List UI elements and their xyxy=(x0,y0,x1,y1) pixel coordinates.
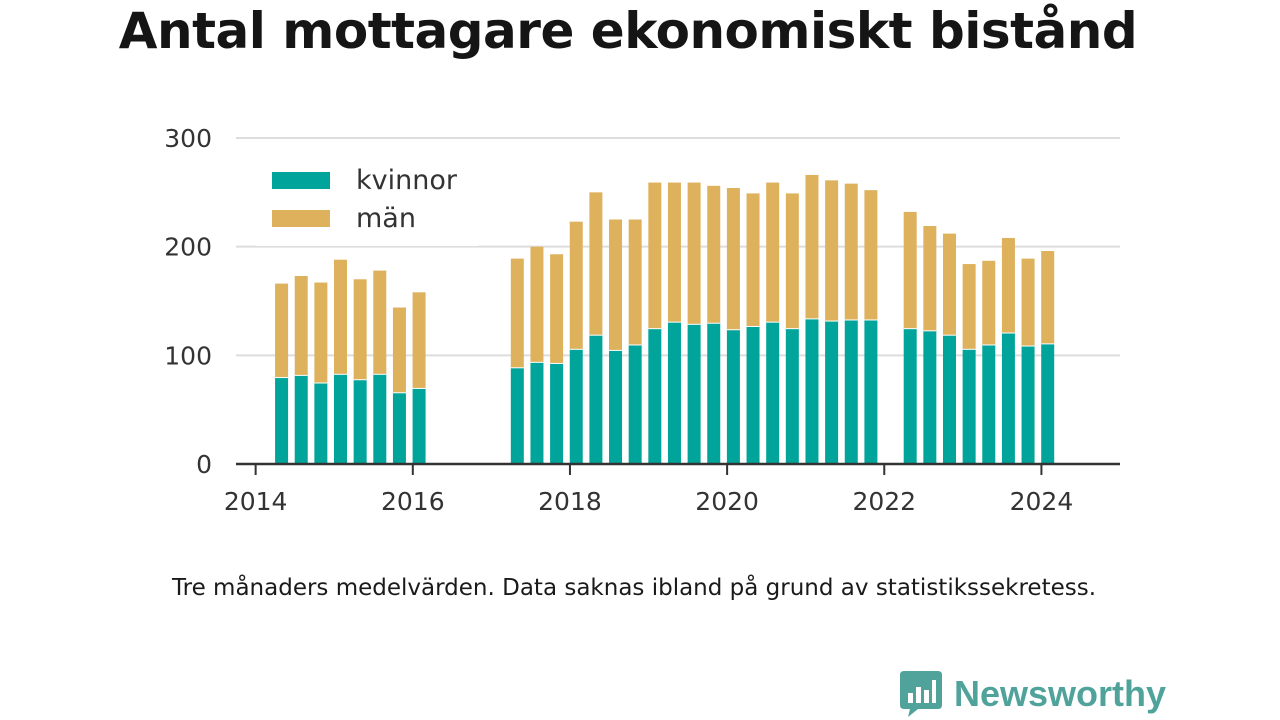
bar-kvinnor xyxy=(609,349,623,464)
bar-kvinnor xyxy=(923,330,937,464)
bar-kvinnor xyxy=(962,348,976,464)
bar-man xyxy=(392,307,406,393)
bar-kvinnor xyxy=(864,319,878,464)
bar-man xyxy=(628,219,642,345)
chart-title: Antal mottagare ekonomiskt bistånd xyxy=(118,2,1138,60)
bar-segment-separator xyxy=(589,333,603,336)
bar-man xyxy=(667,182,681,322)
x-tick-label: 2018 xyxy=(538,487,602,516)
bar-kvinnor xyxy=(314,382,328,464)
bar-man xyxy=(982,260,996,345)
bar-man xyxy=(766,182,780,322)
y-tick-label: 200 xyxy=(164,233,212,262)
bar-man xyxy=(609,219,623,350)
bar-man xyxy=(510,258,524,368)
bar-kvinnor xyxy=(550,362,564,464)
bar-kvinnor xyxy=(982,344,996,464)
bar-kvinnor xyxy=(903,328,917,464)
bar-kvinnor xyxy=(687,323,701,464)
bar-man xyxy=(942,233,956,335)
bar-kvinnor xyxy=(392,392,406,464)
x-tick-label: 2020 xyxy=(695,487,759,516)
bar-kvinnor xyxy=(825,320,839,464)
x-tick-label: 2014 xyxy=(224,487,288,516)
bar-man xyxy=(648,182,662,329)
bar-kvinnor xyxy=(766,321,780,464)
bar-kvinnor xyxy=(667,321,681,464)
bar-man xyxy=(412,292,426,388)
x-tick-label: 2022 xyxy=(852,487,916,516)
newsworthy-logo-icon xyxy=(900,671,942,717)
bar-man xyxy=(707,185,721,323)
bar-man xyxy=(334,259,348,374)
bar-kvinnor xyxy=(294,374,308,464)
bar-man xyxy=(1001,237,1015,333)
bar-kvinnor xyxy=(530,361,544,464)
bar-man xyxy=(353,279,367,380)
bar-man xyxy=(569,221,583,349)
bar-man xyxy=(687,182,701,324)
y-tick-label: 300 xyxy=(164,124,212,153)
brand-name: Newsworthy xyxy=(954,673,1167,714)
bar-kvinnor xyxy=(805,318,819,464)
bar-man xyxy=(844,183,858,320)
bar-kvinnor xyxy=(628,344,642,464)
bar-man xyxy=(805,174,819,319)
x-tick-label: 2024 xyxy=(1010,487,1074,516)
bar-man xyxy=(530,246,544,362)
bar-kvinnor xyxy=(334,373,348,464)
bar-kvinnor xyxy=(1001,332,1015,464)
bar-man xyxy=(550,254,564,363)
bar-man xyxy=(785,193,799,329)
bar-kvinnor xyxy=(589,334,603,464)
bar-segment-separator xyxy=(942,333,956,336)
bar-man xyxy=(1021,258,1035,346)
bar-kvinnor xyxy=(412,387,426,464)
bar-man xyxy=(373,270,387,374)
bar-kvinnor xyxy=(373,373,387,464)
bar-man xyxy=(294,276,308,375)
bar-man xyxy=(314,282,328,383)
bar-man xyxy=(825,180,839,321)
bar-man xyxy=(726,187,740,330)
bar-man xyxy=(864,190,878,320)
bar-man xyxy=(275,283,289,378)
x-tick-label: 2016 xyxy=(381,487,445,516)
bar-man xyxy=(1041,251,1055,344)
bar-kvinnor xyxy=(942,334,956,464)
bar-kvinnor xyxy=(1021,345,1035,464)
legend-label-man: män xyxy=(356,203,416,234)
bar-man xyxy=(923,226,937,331)
bar-kvinnor xyxy=(785,328,799,464)
y-tick-label: 100 xyxy=(164,341,212,370)
bar-man xyxy=(589,192,603,335)
bar-kvinnor xyxy=(569,348,583,464)
bar-kvinnor xyxy=(707,322,721,464)
y-tick-label: 0 xyxy=(196,450,212,479)
chart-footnote: Tre månaders medelvärden. Data saknas ib… xyxy=(171,575,1097,601)
bar-kvinnor xyxy=(275,377,289,464)
bar-kvinnor xyxy=(726,329,740,464)
bar-man xyxy=(746,193,760,326)
bar-kvinnor xyxy=(844,319,858,464)
bar-man xyxy=(903,211,917,329)
bar-kvinnor xyxy=(648,328,662,464)
legend-label-kvinnor: kvinnor xyxy=(356,165,458,196)
legend-swatch-kvinnor xyxy=(272,172,330,189)
bar-man xyxy=(962,264,976,349)
bar-kvinnor xyxy=(1041,343,1055,464)
bar-kvinnor xyxy=(510,367,524,464)
newsworthy-logo: Newsworthy xyxy=(900,670,1166,718)
bar-segment-separator xyxy=(294,373,308,376)
bar-kvinnor xyxy=(353,379,367,464)
legend-swatch-man xyxy=(272,210,330,227)
bar-kvinnor xyxy=(746,325,760,464)
